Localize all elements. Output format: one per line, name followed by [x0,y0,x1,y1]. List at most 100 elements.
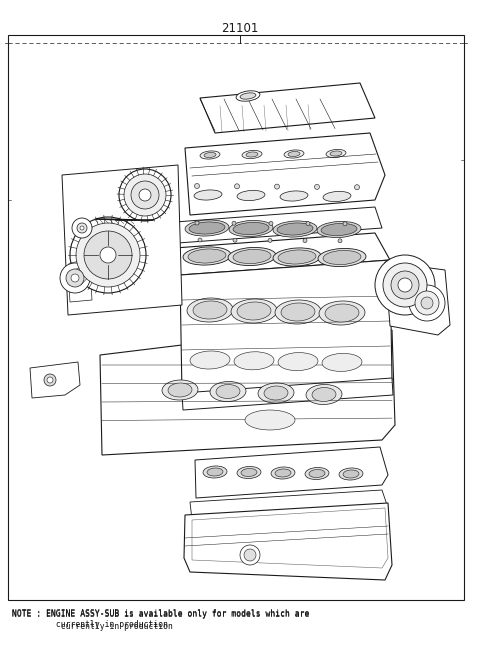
Circle shape [355,185,360,190]
Ellipse shape [183,247,231,265]
Circle shape [195,221,199,225]
Polygon shape [200,83,375,133]
Polygon shape [192,508,388,568]
Ellipse shape [278,250,316,264]
Circle shape [44,374,56,386]
Circle shape [139,189,151,201]
Circle shape [100,247,116,263]
Polygon shape [68,268,92,302]
Ellipse shape [275,469,291,477]
Polygon shape [185,133,385,215]
Ellipse shape [330,151,342,156]
Polygon shape [385,262,450,335]
Text: currently in production: currently in production [12,622,173,631]
Text: currently in production: currently in production [12,620,168,629]
Ellipse shape [200,151,220,159]
Circle shape [244,549,256,561]
Polygon shape [190,490,388,520]
Circle shape [409,285,445,321]
Polygon shape [62,165,182,315]
Circle shape [415,291,439,315]
Circle shape [66,269,84,287]
Circle shape [198,238,202,242]
Ellipse shape [277,223,313,235]
Ellipse shape [190,351,230,369]
Ellipse shape [318,248,366,267]
Ellipse shape [231,299,277,323]
Ellipse shape [258,383,294,403]
Ellipse shape [241,468,257,476]
Ellipse shape [210,382,246,401]
Bar [8,35,464,600]
Ellipse shape [246,152,258,157]
Text: NOTE : ENGINE ASSY-SUB is available only for models which are: NOTE : ENGINE ASSY-SUB is available only… [12,610,310,619]
Circle shape [398,278,412,292]
Circle shape [60,263,90,293]
Ellipse shape [193,301,227,319]
Ellipse shape [281,303,315,321]
Ellipse shape [312,388,336,401]
Ellipse shape [326,149,346,158]
Ellipse shape [278,353,318,371]
Circle shape [338,238,342,243]
Ellipse shape [306,384,342,405]
Ellipse shape [240,93,256,99]
Ellipse shape [194,190,222,200]
Ellipse shape [187,298,233,322]
Ellipse shape [305,468,329,480]
Circle shape [232,221,236,225]
Ellipse shape [245,410,295,430]
Polygon shape [180,260,392,395]
Polygon shape [100,330,395,455]
Ellipse shape [162,380,198,400]
Ellipse shape [203,466,227,478]
Ellipse shape [228,248,276,265]
Ellipse shape [271,467,295,479]
Ellipse shape [236,91,260,101]
Ellipse shape [323,250,361,265]
Ellipse shape [189,222,225,234]
Ellipse shape [319,301,365,325]
Ellipse shape [273,248,321,266]
Circle shape [131,181,159,209]
Circle shape [72,218,92,238]
Ellipse shape [185,220,229,236]
Ellipse shape [323,191,351,202]
Ellipse shape [237,191,265,200]
Ellipse shape [234,351,274,370]
Circle shape [421,297,433,309]
Ellipse shape [229,221,273,237]
Circle shape [119,169,171,221]
Ellipse shape [284,150,304,158]
Circle shape [391,271,419,299]
Circle shape [314,185,320,189]
Circle shape [268,238,272,242]
Circle shape [303,238,307,242]
Ellipse shape [242,150,262,158]
Ellipse shape [321,223,357,236]
Ellipse shape [233,223,269,235]
Ellipse shape [207,468,223,476]
Polygon shape [184,503,392,580]
Circle shape [77,223,87,233]
Polygon shape [175,207,382,243]
Ellipse shape [216,384,240,399]
Ellipse shape [168,383,192,397]
Circle shape [375,255,435,315]
Ellipse shape [264,386,288,400]
Circle shape [70,217,146,293]
Circle shape [240,545,260,565]
Ellipse shape [325,304,359,322]
Ellipse shape [288,152,300,156]
Circle shape [343,222,347,226]
Circle shape [80,226,84,230]
Ellipse shape [275,300,321,324]
Text: NOTE : ENGINE ASSY-SUB is available only for models which are: NOTE : ENGINE ASSY-SUB is available only… [12,609,310,618]
Circle shape [124,174,166,216]
Ellipse shape [188,249,226,263]
Polygon shape [195,447,388,498]
Circle shape [269,221,273,225]
Polygon shape [30,362,80,398]
Ellipse shape [237,466,261,478]
Circle shape [76,223,140,287]
